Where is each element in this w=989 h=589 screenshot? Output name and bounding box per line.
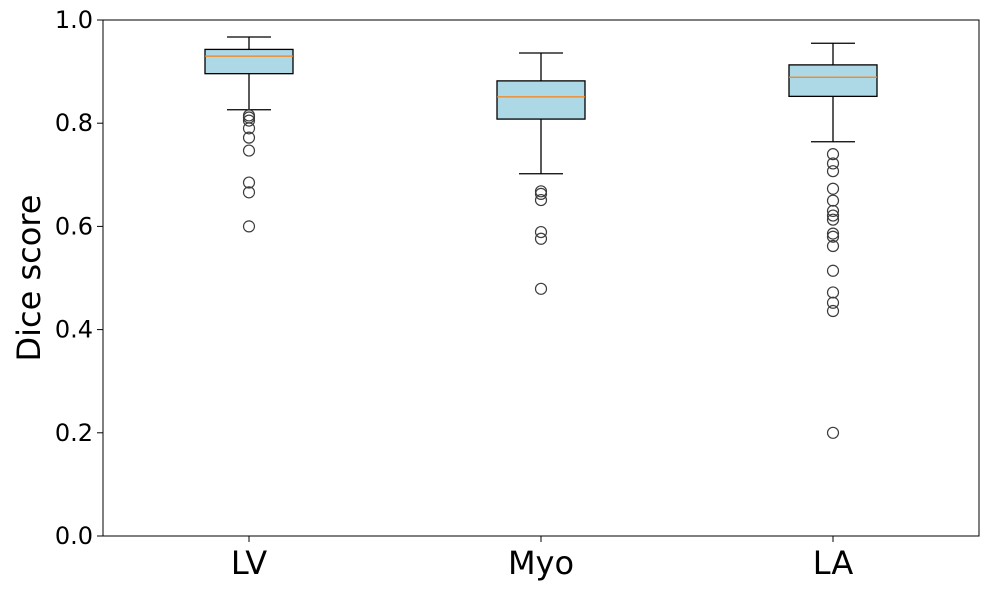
outlier-point (534, 282, 548, 295)
x-tick-label-lv: LV (231, 544, 267, 582)
box-iqr (496, 80, 586, 120)
outlier-point (826, 296, 840, 309)
y-axis-label: Dice score (10, 195, 48, 362)
box-iqr (204, 48, 294, 75)
x-axis: LV Myo LA (231, 536, 853, 582)
y-tick-label: 0.4 (55, 316, 93, 344)
outlier-point (826, 157, 840, 170)
outlier-point (534, 187, 548, 200)
outlier-point (826, 209, 840, 222)
outlier-point (826, 264, 840, 277)
box-iqr (788, 64, 878, 98)
y-tick-label: 1.0 (55, 6, 93, 34)
outlier-point (826, 304, 840, 318)
y-tick-label: 0.8 (55, 109, 93, 137)
outlier-point (534, 232, 548, 245)
x-tick-label-la: LA (813, 544, 854, 582)
outlier-point (826, 194, 840, 207)
outlier-point (826, 230, 840, 243)
outlier-point (242, 176, 256, 189)
box-group-myo (496, 52, 586, 295)
outlier-point (826, 426, 840, 439)
outlier-point (242, 122, 256, 135)
outlier-point (826, 239, 840, 253)
outlier-point (242, 114, 256, 127)
outlier-point (826, 204, 840, 218)
outlier-point (534, 193, 548, 207)
outlier-point (826, 182, 840, 195)
y-axis: 0.0 0.2 0.4 0.6 0.8 1.0 (55, 6, 103, 550)
outlier-point (242, 186, 256, 199)
outlier-point (826, 213, 840, 226)
outlier-point (534, 225, 548, 239)
outlier-point (826, 227, 840, 240)
y-tick-label: 0.6 (55, 212, 93, 240)
x-tick-label-myo: Myo (508, 544, 574, 582)
outlier-point (826, 286, 840, 299)
box-marks (204, 36, 878, 439)
outlier-point (826, 165, 840, 178)
outlier-point (242, 220, 256, 233)
outlier-point (826, 148, 840, 161)
outlier-point (242, 144, 256, 157)
box-group-lv (204, 36, 294, 233)
box-group-la (788, 42, 878, 439)
y-tick-label: 0.0 (55, 522, 93, 550)
y-tick-label: 0.2 (55, 419, 93, 447)
outlier-point (242, 131, 256, 144)
